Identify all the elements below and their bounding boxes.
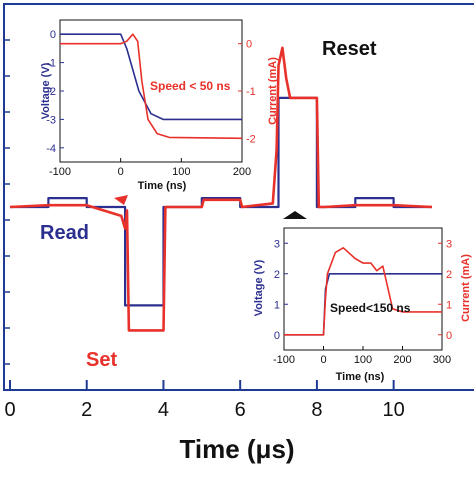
main-x-tick-label: 10: [383, 399, 405, 421]
inset-reset-y-right-tick-label: 2: [446, 269, 452, 281]
main-x-tick-label: 6: [235, 399, 246, 421]
inset-reset-x-tick-label: -100: [273, 354, 295, 366]
inset-reset-y-right-tick-label: 0: [446, 330, 452, 342]
inset-set-y-right-tick-label: -2: [246, 133, 256, 145]
inset-reset-background: [284, 228, 442, 350]
inset-set-y-right-tick-label: -1: [246, 86, 256, 98]
inset-set-y-left-tick-label: -2: [46, 86, 56, 98]
main-x-tick-label: 4: [158, 399, 169, 421]
inset-set-y-left-tick-label: -1: [46, 58, 56, 70]
inset-set-current-line: [60, 33, 243, 140]
inset-reset-y-left-tick-label: 2: [274, 269, 280, 281]
inset-reset-y-right-label: Current (mA): [460, 254, 472, 322]
inset-set-x-axis-label: Time (ns): [138, 180, 187, 192]
inset-set-x-tick-label: 100: [172, 166, 190, 178]
inset-reset-y-left-tick-label: 1: [274, 299, 280, 311]
main-x-tick-label: 0: [4, 399, 15, 421]
inset-reset-annotation: Speed<150 ns: [330, 301, 411, 315]
inset-set-y-left-tick-label: -3: [46, 114, 56, 126]
black-arrow-marker: [283, 211, 307, 219]
inset-set-x-tick-label: 0: [118, 166, 124, 178]
inset-set-y-right-label: Current (mA): [267, 57, 279, 125]
main-x-tick-label: 2: [81, 399, 92, 421]
inset-set-x-tick-label: -100: [49, 166, 71, 178]
inset-reset-x-tick-label: 300: [433, 354, 451, 366]
set-label: Set: [86, 349, 117, 371]
inset-set-y-left-tick-label: -4: [46, 143, 56, 155]
inset-reset-y-right-tick-label: 3: [446, 238, 452, 250]
main-current-line: [9, 46, 433, 332]
red-arrow-marker: [114, 195, 128, 205]
inset-set-voltage-line: [60, 33, 242, 121]
inset-set-x-tick-label: 200: [233, 166, 251, 178]
inset-set-y-left-tick-label: 0: [50, 29, 56, 41]
inset-set-y-right-tick-label: 0: [246, 39, 252, 51]
inset-reset-current-line: [284, 247, 442, 336]
inset-reset-y-left-tick-label: 3: [274, 238, 280, 250]
inset-set-y-left-label: Voltage (V): [40, 62, 52, 119]
inset-reset-y-right-tick-label: 1: [446, 299, 452, 311]
main-x-axis-label: Time (μs): [179, 434, 294, 464]
main-x-tick-label: 8: [311, 399, 322, 421]
inset-reset-x-tick-label: 200: [393, 354, 411, 366]
inset-reset-x-axis-label: Time (ns): [336, 371, 385, 383]
inset-reset-x-tick-label: 100: [354, 354, 372, 366]
read-label: Read: [40, 222, 89, 244]
inset-set-annotation: Speed < 50 ns: [150, 79, 231, 93]
inset-reset-y-left-label: Voltage (V): [253, 259, 265, 316]
reset-label: Reset: [322, 38, 377, 60]
inset-reset-x-tick-label: 0: [320, 354, 326, 366]
inset-reset-y-left-tick-label: 0: [274, 330, 280, 342]
main-voltage-line: [10, 96, 432, 307]
